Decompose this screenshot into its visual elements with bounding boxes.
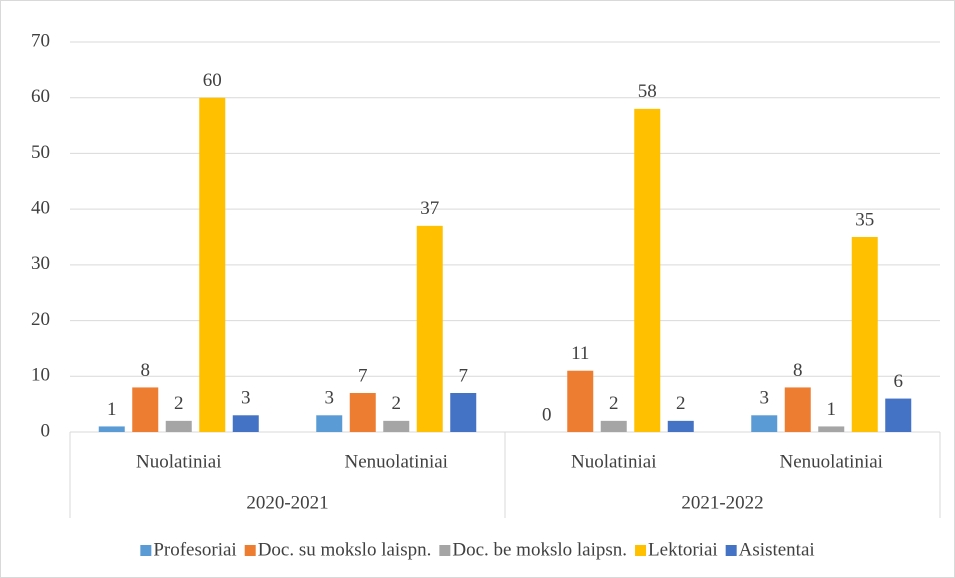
- legend-swatch: [635, 545, 647, 556]
- bar: [818, 426, 845, 432]
- data-label: 1: [107, 399, 117, 420]
- bar: [383, 420, 410, 432]
- data-label: 2: [174, 393, 184, 414]
- legend-swatch: [244, 545, 256, 556]
- x-tick-label: Nenuolatiniai: [780, 451, 883, 472]
- bar: [851, 237, 878, 432]
- y-tick-label: 0: [41, 420, 51, 441]
- x-tick-label: Nuolatiniai: [571, 451, 656, 472]
- legend-label: Asistentai: [739, 539, 815, 560]
- bar: [316, 415, 343, 432]
- y-tick-label: 30: [31, 253, 50, 274]
- data-label: 2: [392, 393, 402, 414]
- data-label: 2: [676, 393, 686, 414]
- bar: [349, 393, 376, 432]
- legend-label: Lektoriai: [648, 539, 718, 560]
- data-label: 0: [542, 404, 552, 425]
- legend-swatch: [439, 545, 451, 556]
- bar: [98, 426, 125, 432]
- y-tick-label: 50: [31, 142, 50, 163]
- bar: [416, 225, 443, 432]
- y-tick-label: 40: [31, 198, 50, 219]
- y-tick-label: 20: [31, 309, 50, 330]
- group-label: 2020-2021: [246, 492, 328, 513]
- bar: [567, 370, 594, 432]
- data-label: 8: [141, 360, 151, 381]
- data-label: 7: [459, 365, 469, 386]
- bar: [667, 420, 694, 432]
- y-tick-label: 60: [31, 86, 50, 107]
- bar: [165, 420, 192, 432]
- y-tick-label: 10: [31, 365, 50, 386]
- legend-swatch: [725, 545, 737, 556]
- data-label: 37: [420, 198, 439, 219]
- group-label: 2021-2022: [681, 492, 763, 513]
- bar: [199, 97, 226, 432]
- legend-swatch: [140, 545, 152, 556]
- y-tick-label: 70: [31, 30, 50, 51]
- legend-label: Profesoriai: [153, 539, 236, 560]
- data-label: 3: [325, 388, 335, 409]
- bar: [132, 387, 159, 432]
- bar: [751, 415, 778, 432]
- x-tick-label: Nuolatiniai: [136, 451, 221, 472]
- bar: [450, 393, 477, 432]
- data-label: 6: [894, 371, 904, 392]
- bar: [232, 415, 259, 432]
- legend: Profesoriai Doc. su mokslo laispn. Doc. be…: [140, 539, 815, 560]
- data-label: 1: [827, 399, 837, 420]
- bar: [634, 108, 661, 432]
- legend-label: Doc. su mokslo laispn.: [258, 539, 432, 560]
- bar: [885, 398, 912, 432]
- data-label: 8: [793, 360, 803, 381]
- legend-label: Doc. be mokslo laipsn.: [452, 539, 627, 560]
- data-label: 3: [760, 388, 770, 409]
- data-label: 7: [358, 365, 368, 386]
- data-label: 60: [203, 70, 222, 91]
- data-label: 35: [855, 209, 874, 230]
- bar: [600, 420, 627, 432]
- data-label: 11: [571, 343, 589, 364]
- bar: [784, 387, 811, 432]
- x-tick-label: Nenuolatiniai: [345, 451, 448, 472]
- data-label: 3: [241, 388, 251, 409]
- data-label: 2: [609, 393, 619, 414]
- data-label: 58: [638, 81, 657, 102]
